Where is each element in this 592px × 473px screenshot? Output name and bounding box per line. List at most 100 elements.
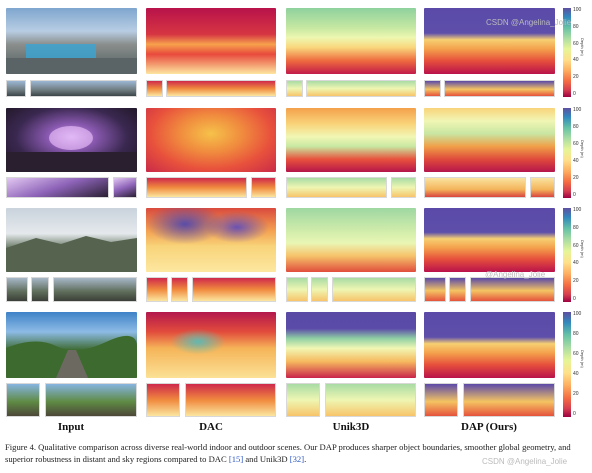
row4-dac-panorama	[146, 312, 276, 378]
pool-scene	[6, 44, 137, 74]
colorbar-tick: 40	[573, 371, 579, 377]
colorbar-tick: 0	[573, 192, 576, 198]
row4-unik3d-crop-b	[325, 383, 416, 417]
row2-colorbar-label: Depth (m)	[580, 140, 585, 158]
caption-prefix: Figure 4. Qualitative comparison across …	[5, 442, 571, 464]
row2-input-crop-a	[6, 177, 109, 198]
colorbar-tick: 0	[573, 296, 576, 302]
figure-caption: Figure 4. Qualitative comparison across …	[5, 441, 589, 465]
row1-unik3d-crop-a	[286, 80, 303, 97]
row1-input-crop-a	[6, 80, 26, 97]
colorbar-tick: 100	[573, 207, 582, 213]
row3-unik3d-crop-a	[286, 277, 308, 302]
row3-colorbar-label: Depth (m)	[580, 240, 585, 258]
row3-dac-crop-a	[146, 277, 168, 302]
row3-input-crop-c	[53, 277, 137, 302]
row3-input-crop-b	[31, 277, 49, 302]
colorbar-tick: 0	[573, 91, 576, 97]
caption-ref-dac[interactable]: [15]	[228, 454, 244, 464]
column-label-input: Input	[57, 421, 85, 433]
row2-dap-crop-a	[424, 177, 526, 198]
row4-colorbar	[563, 312, 571, 417]
colorbar-tick: 80	[573, 331, 579, 337]
row2-unik3d-crop-b	[391, 177, 416, 198]
row1-input-panorama	[6, 8, 137, 74]
watermark-top: CSDN @Angelina_Jolie	[486, 18, 572, 27]
colorbar-tick: 40	[573, 260, 579, 267]
row4-dap-crop-a	[424, 383, 458, 417]
row1-dac-panorama	[146, 8, 276, 74]
column-label-unik3d: Unik3D	[332, 421, 370, 433]
row4-dac-crop-a	[146, 383, 180, 417]
colorbar-tick: 80	[573, 224, 579, 231]
row3-dap-crop-c	[470, 277, 555, 302]
colorbar-tick: 100	[573, 107, 582, 113]
row3-input-panorama	[6, 208, 137, 272]
row4-dac-crop-b	[185, 383, 276, 417]
row1-dac-crop-a	[146, 80, 163, 97]
colorbar-tick: 80	[573, 23, 579, 30]
row4-colorbar-label: Depth (m)	[580, 350, 585, 368]
row3-colorbar	[563, 208, 571, 302]
row4-unik3d-crop-a	[286, 383, 320, 417]
row2-input-crop-b	[113, 177, 137, 198]
colorbar-tick: 20	[573, 74, 579, 81]
colorbar-tick: 40	[573, 57, 579, 64]
row2-dap-crop-b	[530, 177, 555, 198]
row3-dap-crop-b	[449, 277, 466, 302]
colorbar-tick: 0	[573, 411, 576, 417]
row4-input-crop-b	[45, 383, 137, 417]
row3-unik3d-crop-b	[311, 277, 328, 302]
hill-scene	[6, 236, 137, 272]
colorbar-tick: 40	[573, 158, 579, 164]
row3-dac-panorama	[146, 208, 276, 272]
row1-unik3d-panorama	[286, 8, 416, 74]
row2-dac-crop-b	[251, 177, 276, 198]
row1-dap-crop-b	[444, 80, 555, 97]
colorbar-tick: 60	[573, 242, 579, 249]
column-label-dac: DAC	[199, 421, 223, 433]
colorbar-tick: 20	[573, 278, 579, 285]
row2-dac-panorama	[146, 108, 276, 172]
colorbar-tick: 60	[573, 141, 579, 147]
stage-scene	[6, 126, 137, 172]
row4-dap-panorama	[424, 312, 555, 378]
road-scene	[6, 335, 137, 378]
row4-input-panorama	[6, 312, 137, 378]
row1-colorbar	[563, 8, 571, 97]
row2-dap-panorama	[424, 108, 555, 172]
watermark-bottom: CSDN @Angelina_Jolie	[482, 457, 568, 466]
row3-input-crop-a	[6, 277, 28, 302]
row2-input-panorama	[6, 108, 137, 172]
colorbar-tick: 60	[573, 40, 579, 47]
row3-dac-crop-b	[171, 277, 188, 302]
row4-input-crop-a	[6, 383, 40, 417]
row4-unik3d-panorama	[286, 312, 416, 378]
colorbar-tick: 100	[573, 311, 582, 317]
colorbar-tick: 80	[573, 124, 579, 130]
row2-dac-crop-a	[146, 177, 247, 198]
caption-ref-unik3d[interactable]: [32]	[289, 454, 305, 464]
column-label-dap: DAP (Ours)	[461, 421, 517, 433]
row1-dap-panorama	[424, 8, 555, 74]
row3-dap-panorama	[424, 208, 555, 272]
row1-input-crop-b	[30, 80, 137, 97]
row1-colorbar-label: Depth (m)	[580, 38, 585, 56]
watermark-middle: @Angelina_Jolie	[485, 270, 546, 279]
row3-unik3d-panorama	[286, 208, 416, 272]
caption-suffix: .	[304, 454, 307, 464]
row3-dac-crop-c	[192, 277, 276, 302]
colorbar-tick: 100	[573, 7, 582, 13]
row1-dac-crop-b	[166, 80, 276, 97]
colorbar-tick: 60	[573, 351, 579, 357]
row1-unik3d-crop-b	[306, 80, 416, 97]
row4-dap-crop-b	[463, 383, 555, 417]
row2-unik3d-panorama	[286, 108, 416, 172]
row2-unik3d-crop-a	[286, 177, 387, 198]
caption-middle: and Unik3D	[243, 454, 290, 464]
row3-unik3d-crop-c	[332, 277, 416, 302]
colorbar-tick: 20	[573, 391, 579, 397]
row2-colorbar	[563, 108, 571, 198]
colorbar-tick: 20	[573, 175, 579, 181]
row3-dap-crop-a	[424, 277, 446, 302]
